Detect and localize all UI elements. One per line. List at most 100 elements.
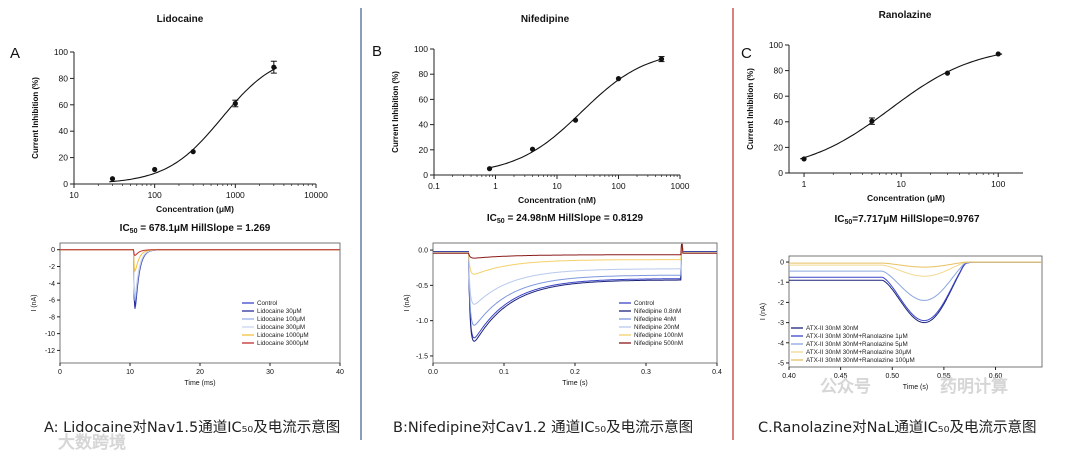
panel-letter-b: B: [372, 43, 382, 60]
panel-c: C Ranolazine IC50=7.717μM HillSlope=0.9767…: [741, 10, 1043, 391]
legend-label-b: Nifedipine 20nM: [634, 324, 680, 331]
panel-b: B Nifedipine IC50 = 24.98nM HillSlope = 0.…: [372, 14, 722, 387]
dose-xtick-label-c: 10: [896, 179, 906, 189]
trace-series-a: [60, 249, 340, 295]
trace-xtick-label-c: 0.50: [885, 373, 899, 380]
dose-point-b: [572, 117, 579, 123]
trace-ytick-label-b: -1.5: [416, 353, 428, 360]
trace-ytick-label-b: -1.0: [416, 318, 428, 325]
dose-ytick-label-a: 100: [54, 47, 68, 57]
ic50-label-c: IC50=7.717μM HillSlope=0.9767: [834, 214, 980, 226]
trace-ytick-label-b: 0.0: [418, 248, 428, 255]
dose-plot-b: 0.1 1 10 100 1000 0 20 40 60 80 100 Concentration (…: [391, 44, 690, 205]
trace-series-c: [789, 261, 1042, 301]
panel-a: A Lidocaine IC50 = 678.1μM HillSlope = 1.2…: [10, 14, 344, 387]
legend-label-a: Lidocaine 1000μM: [257, 332, 309, 339]
panel-title-b: Nifedipine: [521, 14, 570, 25]
trace-ytick-label-c: -4: [778, 340, 784, 347]
dose-xtick-label-a: 10000: [304, 190, 328, 200]
caption-b: B:Nifedipine对Cav1.2 通道IC₅₀及电流示意图: [393, 420, 694, 436]
dose-xtick-label-a: 100: [148, 190, 162, 200]
trace-plot-c: 0.40 0.45 0.50 0.55 0.60 0 -1 -2 -3 -4 -5 Time (s) I…: [760, 255, 1043, 391]
panel-title-c: Ranolazine: [879, 10, 932, 21]
trace-xtick-label-b: 0.0: [428, 369, 438, 376]
trace-xtick-label-b: 0.4: [712, 369, 722, 376]
dose-ytick-label-b: 100: [414, 44, 428, 54]
trace-ytick-label-c: -3: [778, 320, 784, 327]
trace-xtick-label-c: 0.45: [834, 373, 848, 380]
legend-label-c: ATX-II 30nM 30nM+Ranolazine 1μM: [806, 333, 908, 340]
caption-c: C.Ranolazine对NaL通道IC₅₀及电流示意图: [758, 420, 1037, 436]
trace-ytick-label-c: -1: [778, 280, 784, 287]
watermark-logo: 大数跨境: [58, 433, 126, 453]
legend-label-a: Lidocaine 100μM: [257, 316, 305, 323]
dose-xtick-label-a: 1000: [226, 190, 245, 200]
trace-ylabel-b: I (nA): [404, 294, 411, 311]
dose-ytick-label-c: 0: [778, 168, 783, 178]
trace-ytick-label-a: 0: [51, 247, 55, 254]
legend-label-b: Control: [634, 300, 654, 307]
caption-a: A: Lidocaine对Nav1.5通道IC₅₀及电流示意图: [44, 420, 341, 436]
dose-point-b: [529, 146, 536, 152]
dose-xtick-label-b: 1: [493, 181, 498, 191]
panel-letter-c: C: [741, 45, 752, 62]
trace-xtick-label-c: 0.60: [989, 373, 1003, 380]
legend-label-a: Lidocaine 30μM: [257, 308, 302, 315]
dose-plot-a: 10 100 1000 10000 0 20 40 60 80 100 Concentration …: [31, 47, 328, 214]
dose-point-b: [615, 76, 622, 82]
dose-point-b: [486, 166, 493, 172]
watermark-brand: 药明计算: [940, 377, 1008, 397]
panel-letter-a: A: [10, 45, 20, 62]
dose-ytick-label-a: 0: [63, 179, 68, 189]
trace-xtick-label-a: 30: [266, 369, 274, 376]
legend-label-c: ATX-II 30nM 30nM+Ranolazine 100μM: [806, 357, 915, 364]
dose-xlabel-a: Concentration (μM): [156, 204, 234, 214]
trace-ytick-label-a: -4: [49, 281, 55, 288]
dose-plot-c: 1 10 100 0 20 40 60 80 100 Concentration (μM) Curr…: [746, 40, 1023, 203]
panel-title-a: Lidocaine: [157, 14, 204, 25]
dose-ytick-label-a: 40: [59, 126, 69, 136]
dose-point-a: [152, 166, 158, 173]
trace-series-b: [433, 243, 717, 342]
dose-xtick-label-b: 1000: [671, 181, 690, 191]
dose-ytick-label-b: 80: [419, 69, 429, 79]
dose-xtick-label-c: 100: [991, 179, 1005, 189]
trace-xtick-label-a: 40: [336, 369, 344, 376]
trace-series-b: [433, 243, 717, 259]
dose-xtick-label-a: 10: [69, 190, 79, 200]
dose-ytick-label-c: 20: [774, 142, 784, 152]
trace-ytick-label-a: -10: [45, 331, 55, 338]
dose-ytick-label-a: 80: [59, 73, 69, 83]
dose-point-a: [109, 176, 116, 182]
trace-series-c: [789, 261, 1042, 268]
legend-label-b: Nifedipine 0.8nM: [634, 308, 681, 315]
dose-fit-curve-b: [486, 57, 665, 169]
dose-xtick-label-c: 1: [802, 179, 807, 189]
trace-ytick-label-c: 0: [780, 260, 784, 267]
trace-xtick-label-c: 0.55: [937, 373, 951, 380]
legend-label-c: ATX-II 30nM 30nM: [806, 325, 858, 332]
trace-xlabel-c: Time (s): [903, 384, 928, 391]
trace-xtick-label-b: 0.2: [570, 369, 580, 376]
dose-ytick-label-b: 0: [423, 170, 428, 180]
trace-ytick-label-a: -8: [49, 314, 55, 321]
ic50-label-b: IC50 = 24.98nM HillSlope = 0.8129: [487, 213, 644, 225]
dose-xlabel-c: Concentration (μM): [867, 193, 945, 203]
dose-ytick-label-a: 20: [59, 153, 69, 163]
dose-ytick-label-c: 80: [774, 66, 784, 76]
legend-label-a: Lidocaine 3000μM: [257, 340, 309, 347]
ic50-label-a: IC50 = 678.1μM HillSlope = 1.269: [120, 223, 271, 235]
dose-ytick-label-b: 40: [419, 120, 429, 130]
legend-label-a: Lidocaine 300μM: [257, 324, 305, 331]
dose-point-a: [271, 64, 277, 70]
dose-ylabel-b: Current Inhibition (%): [391, 71, 400, 153]
dose-xtick-label-b: 10: [552, 181, 562, 191]
trace-series-b: [433, 243, 717, 305]
dose-point-c: [801, 156, 807, 162]
dose-fit-curve-c: [800, 53, 1003, 160]
dose-ylabel-c: Current Inhibition (%): [746, 68, 755, 150]
trace-frame-c: [788, 255, 1043, 368]
legend-label-b: Nifedipine 500nM: [634, 340, 683, 347]
trace-series-a: [60, 249, 340, 310]
